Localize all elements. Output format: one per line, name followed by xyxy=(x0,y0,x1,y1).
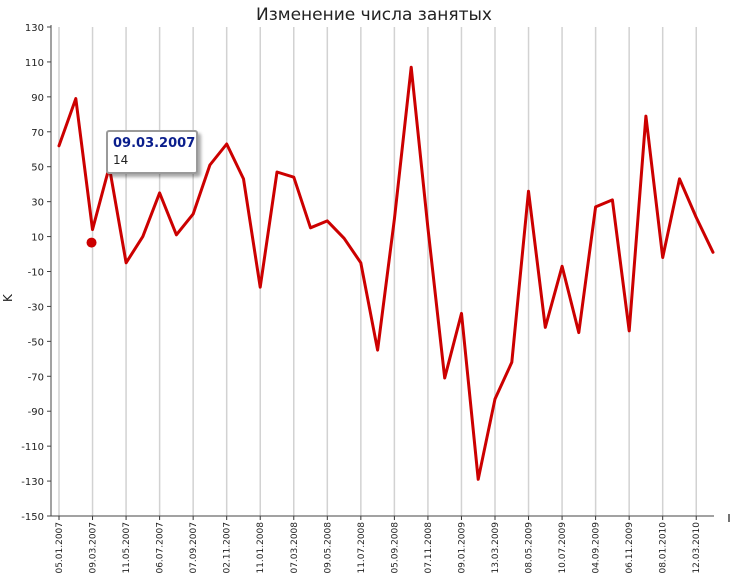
x-tick-label: 09.03.2007 xyxy=(89,522,99,574)
x-tick-label: 06.11.2009 xyxy=(625,522,635,574)
x-tick-label: 10.07.2009 xyxy=(558,522,568,574)
grid-lines xyxy=(58,27,697,516)
highlight-markers[interactable] xyxy=(86,237,97,248)
x-tick-label: 08.01.2010 xyxy=(659,522,669,574)
y-tick-label: 30 xyxy=(31,198,44,209)
y-axis-label: K xyxy=(1,293,15,302)
x-tick-labels: 05.01.2007 09.03.2007 11.05.2007 06.07.2007… xyxy=(55,522,702,574)
x-tick-label: 07.09.2007 xyxy=(189,522,199,574)
y-tick-label: -10 xyxy=(28,268,44,279)
y-tick-label: 110 xyxy=(25,58,44,69)
x-tick-label: 08.05.2009 xyxy=(525,522,535,574)
highlight-point[interactable] xyxy=(86,237,97,248)
x-tick-label: 04.09.2009 xyxy=(592,522,602,574)
tooltip-value: 14 xyxy=(113,153,129,167)
x-tick-label: 07.03.2008 xyxy=(290,522,300,574)
x-tick-label: 13.03.2009 xyxy=(491,522,501,574)
x-tick-label: 12.03.2010 xyxy=(692,522,702,574)
x-tick-label: 02.11.2007 xyxy=(223,522,233,574)
x-tick-label: 05.01.2007 xyxy=(55,522,65,574)
y-tick-label: -30 xyxy=(28,302,44,313)
y-tick-label: 50 xyxy=(31,163,44,174)
axes xyxy=(47,25,730,522)
y-tick-label: -90 xyxy=(28,407,44,418)
series-line xyxy=(57,65,715,481)
x-tick-label: 06.07.2007 xyxy=(156,522,166,574)
y-tick-label: 10 xyxy=(31,233,44,244)
y-tick-label: -50 xyxy=(28,337,44,348)
chart-title: Изменение числа занятых xyxy=(256,5,492,25)
y-tick-label: 130 xyxy=(25,23,44,34)
y-tick-label: -150 xyxy=(21,512,44,523)
x-tick-label: 11.07.2008 xyxy=(357,522,367,574)
x-tick-label: 05.09.2008 xyxy=(390,522,400,574)
y-tick-label: 70 xyxy=(31,128,44,139)
tooltip-date: 09.03.2007 xyxy=(113,136,196,151)
x-tick-label: 09.05.2008 xyxy=(323,522,333,574)
y-tick-label: -110 xyxy=(21,442,44,453)
y-tick-labels: 130 110 90 70 50 30 10 -10 -30 -50 -70 -90 -110 -130 -… xyxy=(21,23,44,523)
data-tooltip: 09.03.2007 14 xyxy=(106,130,198,174)
x-tick-label: 11.01.2008 xyxy=(256,522,266,574)
y-tick-label: -130 xyxy=(21,477,44,488)
x-tick-label: 09.01.2009 xyxy=(457,522,467,574)
x-tick-label: 07.11.2008 xyxy=(424,522,434,574)
y-tick-label: 90 xyxy=(31,93,44,104)
x-tick-label: 11.05.2007 xyxy=(122,522,132,574)
series xyxy=(57,65,715,481)
y-tick-label: -70 xyxy=(28,372,44,383)
